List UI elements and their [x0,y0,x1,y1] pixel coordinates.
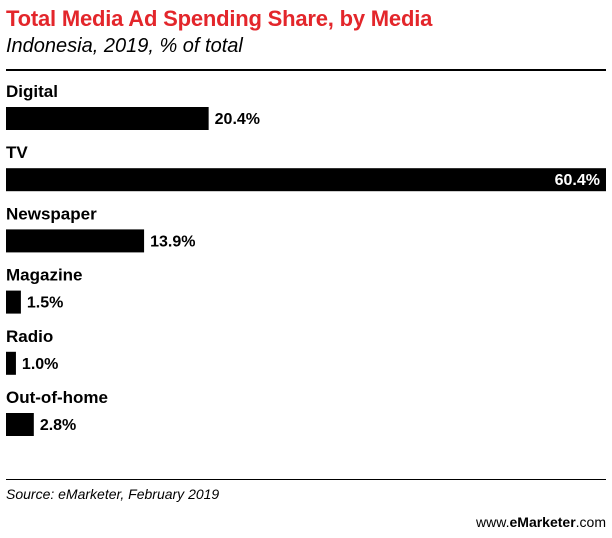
value-label-magazine: 1.5% [27,295,63,312]
chart-subtitle: Indonesia, 2019, % of total [6,35,243,57]
category-label-digital: Digital [6,82,58,101]
brand-suffix: .com [575,514,606,530]
top-divider [6,69,606,71]
brand-name: eMarketer [509,514,576,530]
brand-logo: www.eMarketer.com [476,514,606,530]
bar-out-of-home [6,413,34,436]
bar-radio [6,351,16,375]
category-label-out-of-home: Out-of-home [6,388,108,407]
value-label-digital: 20.4% [215,111,260,128]
bar-tv [6,168,606,192]
category-label-magazine: Magazine [6,266,83,285]
bar-chart: Digital 20.4% TV 60.4% Newspaper 13.9% Magazin… [6,82,606,436]
value-label-newspaper: 13.9% [150,233,195,250]
value-label-tv: 60.4% [555,172,600,189]
bottom-divider [6,479,606,480]
category-label-tv: TV [6,143,28,162]
bar-digital [6,107,209,130]
source-note: Source: eMarketer, February 2019 [6,486,220,502]
category-label-newspaper: Newspaper [6,204,97,223]
bar-magazine [6,290,21,314]
chart-title: Total Media Ad Spending Share, by Media [6,6,433,31]
category-label-radio: Radio [6,327,53,346]
brand-prefix: www. [476,514,510,530]
value-label-out-of-home: 2.8% [40,417,76,434]
bar-newspaper [6,229,145,253]
value-label-radio: 1.0% [22,356,58,373]
